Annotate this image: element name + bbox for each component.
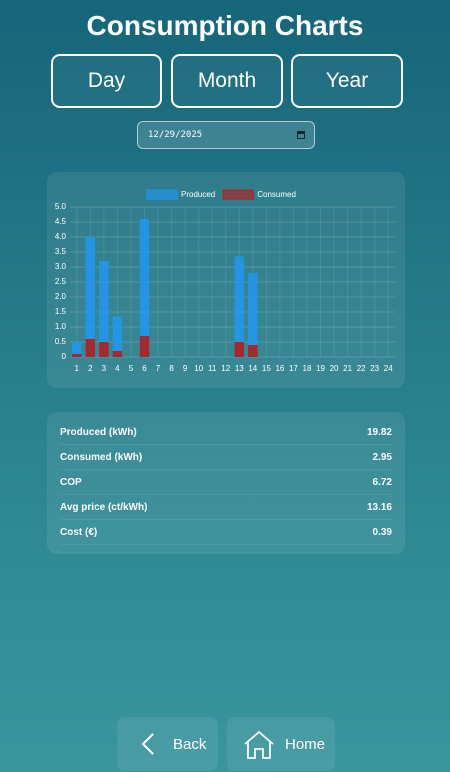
x-tick-label: 6 — [142, 364, 147, 373]
stats-panel: Produced (kWh) 19.82 Consumed (kWh) 2.95 COP… — [47, 412, 405, 554]
y-tick-label: 3.0 — [55, 262, 67, 271]
bar — [112, 316, 123, 357]
date-input[interactable]: 12/29/2025 — [137, 121, 315, 149]
x-tick-label: 22 — [357, 364, 366, 373]
bar — [248, 345, 258, 357]
bar — [85, 237, 96, 357]
x-tick-label: 18 — [303, 364, 312, 373]
stat-label: Consumed (kWh) — [60, 451, 143, 463]
bar — [72, 342, 82, 357]
day-tab[interactable]: Day — [51, 54, 162, 108]
bar — [99, 261, 109, 357]
bar — [139, 219, 150, 357]
x-tick-label: 5 — [129, 364, 134, 373]
bar — [248, 273, 258, 357]
stats-row: Avg price (ct/kWh) 13.16 — [60, 495, 392, 520]
chart: 00.51.01.52.02.53.03.54.04.55.01 2 3 4 5 6 7 8 9… — [55, 189, 395, 373]
back-button[interactable]: Back — [117, 717, 218, 771]
x-tick-label: 21 — [343, 364, 352, 373]
chart-panel: 0 0.5 1.0 1.5 2.0 2.5 3.0 3.5 4.0 4.5 5.0 1 2 3 4 5 6 7 8 9… — [47, 172, 405, 388]
x-tick-label: 7 — [156, 364, 161, 373]
x-tick-label: 4 — [115, 364, 120, 373]
stat-value: 13.16 — [366, 501, 392, 513]
y-tick-label: 1.0 — [55, 322, 67, 331]
stats-row: Cost (€) 0.39 — [60, 520, 392, 545]
x-tick-label: 16 — [275, 364, 284, 373]
y-tick-label: 4.5 — [55, 217, 67, 226]
x-tick-label: 2 — [88, 364, 93, 373]
x-tick-label: 15 — [262, 364, 271, 373]
stat-value: 19.82 — [366, 426, 392, 438]
legend-label: Consumed — [257, 190, 296, 199]
x-tick-label: 9 — [183, 364, 188, 373]
x-tick-label: 23 — [370, 364, 379, 373]
y-tick-label: 5.0 — [55, 202, 67, 211]
y-tick-label: 1.5 — [55, 307, 67, 316]
bar — [99, 342, 109, 357]
bar — [112, 351, 123, 357]
x-tick-label: 17 — [289, 364, 298, 373]
date-value: 12/29/2025 — [148, 130, 203, 140]
y-tick-label: 4.0 — [55, 232, 67, 241]
y-tick-label: 2.5 — [55, 277, 67, 286]
back-label: Back — [173, 735, 207, 753]
x-tick-label: 3 — [102, 364, 107, 373]
year-tab[interactable]: Year — [291, 54, 403, 108]
home-button[interactable]: Home — [227, 717, 335, 771]
stat-label: COP — [60, 476, 82, 488]
x-tick-label: 1 — [75, 364, 80, 373]
home-icon — [244, 730, 274, 759]
calendar-icon — [297, 131, 305, 139]
x-tick-label: 14 — [248, 364, 257, 373]
legend-swatch — [222, 189, 254, 200]
x-tick-label: 13 — [235, 364, 244, 373]
y-tick-label: 3.5 — [55, 247, 67, 256]
back-icon — [141, 733, 154, 755]
x-tick-label: 10 — [194, 364, 203, 373]
stats-row: Consumed (kWh) 2.95 — [60, 445, 392, 470]
x-tick-label: 20 — [330, 364, 339, 373]
stat-value: 0.39 — [372, 526, 392, 538]
x-tick-label: 24 — [384, 364, 393, 373]
legend-label: Produced — [181, 190, 215, 199]
month-tab[interactable]: Month — [171, 54, 283, 108]
bar — [72, 354, 82, 357]
bar — [139, 336, 150, 357]
stat-label: Produced (kWh) — [60, 426, 137, 438]
page-title: Consumption Charts — [86, 10, 364, 41]
x-tick-label: 12 — [221, 364, 230, 373]
stats-row: Produced (kWh) 19.82 — [60, 420, 392, 445]
x-tick-label: 11 — [208, 364, 217, 373]
bar — [85, 339, 96, 357]
y-tick-label: 2.0 — [55, 292, 67, 301]
x-tick-label: 19 — [316, 364, 325, 373]
home-label: Home — [285, 735, 326, 753]
stat-value: 2.95 — [372, 451, 392, 463]
y-tick-label: 0 — [62, 352, 67, 361]
bar — [234, 256, 245, 357]
bar — [234, 342, 245, 357]
legend-swatch — [146, 189, 178, 200]
stat-value: 6.72 — [372, 476, 392, 488]
y-tick-label: 0.5 — [55, 337, 67, 346]
stats-row: COP 6.72 — [60, 470, 392, 495]
x-tick-label: 8 — [169, 364, 174, 373]
stat-label: Cost (€) — [60, 526, 98, 538]
stat-label: Avg price (ct/kWh) — [60, 501, 148, 513]
